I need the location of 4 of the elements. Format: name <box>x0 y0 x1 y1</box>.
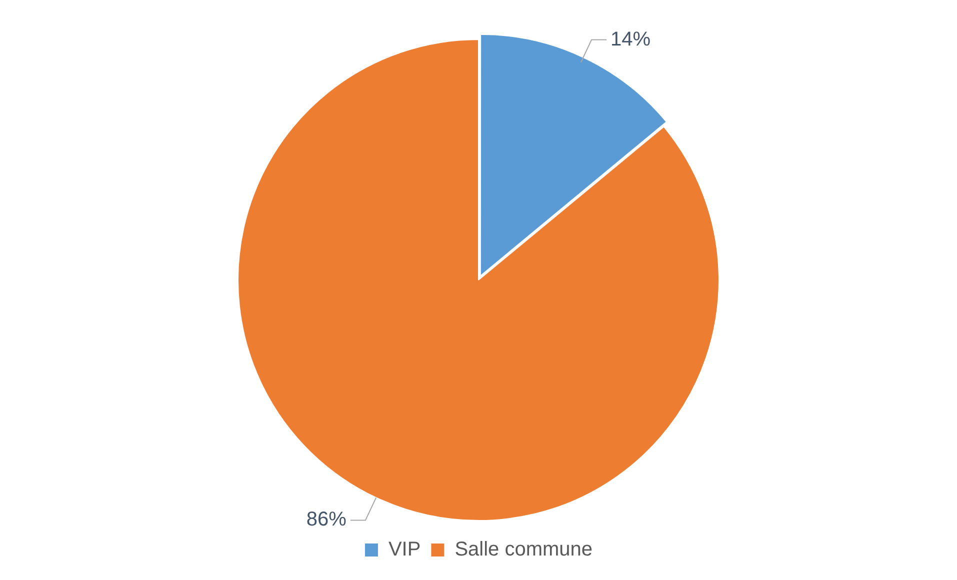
legend-label: Salle commune <box>454 538 593 561</box>
data-label: 86% <box>306 508 347 531</box>
legend-label: VIP <box>388 538 421 561</box>
data-label: 14% <box>610 28 651 50</box>
